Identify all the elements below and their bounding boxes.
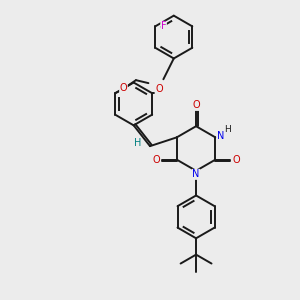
- Text: O: O: [152, 155, 160, 165]
- Text: O: O: [120, 83, 127, 94]
- Text: F: F: [161, 21, 167, 32]
- Text: O: O: [155, 84, 163, 94]
- Text: N: N: [192, 169, 200, 179]
- Text: H: H: [134, 138, 141, 148]
- Text: N: N: [217, 131, 224, 141]
- Text: O: O: [192, 100, 200, 110]
- Text: O: O: [232, 155, 240, 165]
- Text: H: H: [224, 124, 231, 134]
